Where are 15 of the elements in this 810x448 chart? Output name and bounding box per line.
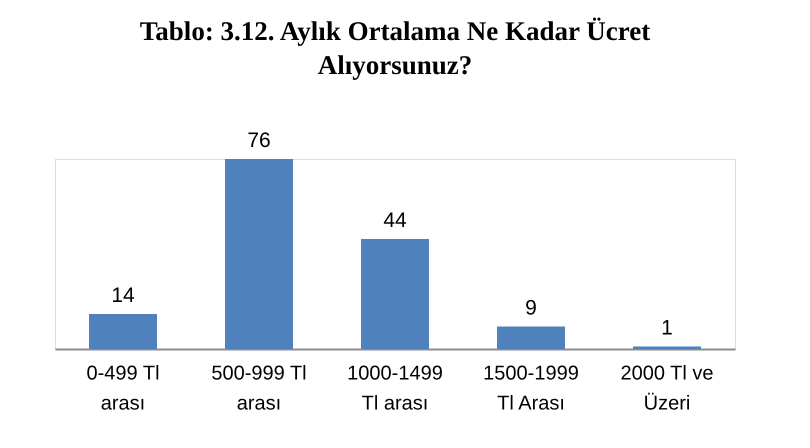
x-tick-label: 1000-1499 Tl arası — [347, 362, 443, 414]
data-label: 76 — [247, 129, 271, 152]
bar — [361, 239, 429, 349]
bar — [497, 326, 565, 349]
x-tick-label: 1500-1999 Tl Arası — [483, 362, 579, 414]
data-label: 9 — [525, 296, 537, 320]
x-tick-label: 2000 Tl ve Üzeri — [620, 362, 714, 414]
x-tick-label: 500-999 Tl arası — [211, 362, 307, 414]
bar — [225, 159, 293, 349]
bar — [89, 314, 157, 349]
data-label: 44 — [383, 209, 407, 232]
x-tick-label: 0-499 Tl arası — [86, 362, 160, 414]
data-label: 14 — [111, 284, 135, 307]
chart-title: Tablo: 3.12. Aylık Ortalama Ne Kadar Ücret Alıyorsunuz? — [140, 16, 650, 80]
data-label: 1 — [661, 316, 673, 340]
